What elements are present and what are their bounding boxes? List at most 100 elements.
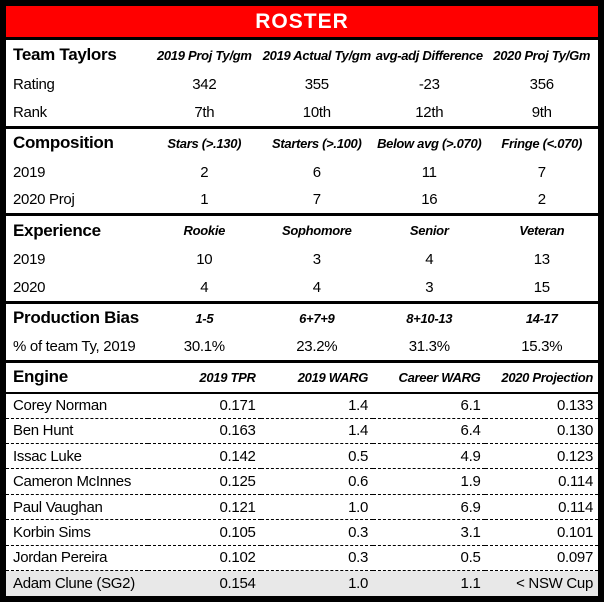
table-row: Adam Clune (SG2) 0.154 1.0 1.1 < NSW Cup xyxy=(6,570,598,596)
cell-value: 4 xyxy=(312,278,321,296)
column-header: 2019 TPR xyxy=(199,369,256,385)
cell-value: 342 xyxy=(192,76,217,94)
cell-value: 6.1 xyxy=(460,397,481,415)
table-row: 2020 4 4 3 15 xyxy=(6,274,598,302)
section-label: Production Bias xyxy=(13,308,139,328)
table-row: Rating 342 355 -23 356 xyxy=(6,70,598,98)
column-header: 2020 Projection xyxy=(501,369,593,385)
cell-value: 1.0 xyxy=(348,575,369,592)
column-header: 2019 Actual Ty/gm xyxy=(262,47,371,63)
table-row: % of team Ty, 2019 30.1% 23.2% 31.3% 15.3% xyxy=(6,333,598,361)
cell-value: 6.9 xyxy=(460,498,481,516)
cell-value: 0.3 xyxy=(348,549,369,567)
cell-value: 0.3 xyxy=(348,523,369,541)
cell-value: 0.130 xyxy=(556,422,593,440)
cell-value: < NSW Cup xyxy=(516,575,593,592)
cell-value: 13 xyxy=(533,251,550,269)
row-label: 2019 xyxy=(13,251,46,269)
column-header: 1-5 xyxy=(195,310,214,326)
roster-banner: ROSTER xyxy=(6,6,598,40)
row-label: % of team Ty, 2019 xyxy=(13,337,136,355)
cell-value: 0.114 xyxy=(558,498,593,516)
cell-value: 355 xyxy=(304,76,329,94)
table-row: 2019 2 6 11 7 xyxy=(6,158,598,186)
cell-value: 0.5 xyxy=(348,447,369,465)
column-header: 14-17 xyxy=(525,310,558,326)
row-label: Jordan Pereira xyxy=(13,549,108,567)
cell-value: 0.125 xyxy=(219,473,256,491)
row-label: Rank xyxy=(13,103,47,121)
cell-value: 0.5 xyxy=(460,549,481,567)
column-header: Stars (>.130) xyxy=(167,135,242,151)
cell-value: 0.097 xyxy=(556,549,593,567)
cell-value: 12th xyxy=(415,103,444,121)
column-header: Fringe (<.070) xyxy=(501,135,583,151)
column-header: 2020 Proj Ty/Gm xyxy=(493,47,591,63)
cell-value: 30.1% xyxy=(183,337,225,355)
cell-value: 0.133 xyxy=(556,397,593,415)
cell-value: 1.4 xyxy=(348,422,369,440)
column-header: Below avg (>.070) xyxy=(377,135,482,151)
cell-value: 0.154 xyxy=(219,575,256,592)
cell-value: 0.121 xyxy=(219,498,256,516)
column-header: Career WARG xyxy=(398,369,481,385)
table-row: Paul Vaughan 0.121 1.0 6.9 0.114 xyxy=(6,494,598,519)
cell-value: 10 xyxy=(196,251,213,269)
column-header: avg-adj Difference xyxy=(375,47,483,63)
table-row: Corey Norman 0.171 1.4 6.1 0.133 xyxy=(6,393,598,418)
column-header: Rookie xyxy=(183,223,226,239)
row-label: 2020 Proj xyxy=(13,191,75,209)
section-label: Composition xyxy=(13,133,114,153)
section-header-row: Production Bias 1-5 6+7+9 8+10-13 14-17 xyxy=(6,302,598,332)
cell-value: 0.142 xyxy=(219,447,256,465)
column-header: Senior xyxy=(409,223,449,239)
cell-value: 0.123 xyxy=(556,447,593,465)
cell-value: 1.0 xyxy=(348,498,369,516)
cell-value: -23 xyxy=(418,76,440,94)
cell-value: 16 xyxy=(421,191,438,209)
column-header: 2019 WARG xyxy=(297,369,369,385)
section-composition: Composition Stars (>.130) Starters (>.100)… xyxy=(6,127,598,214)
column-header: 2019 Proj Ty/gm xyxy=(156,47,252,63)
row-label: Corey Norman xyxy=(13,397,107,415)
section-header-row: Team Taylors 2019 Proj Ty/gm 2019 Actual T… xyxy=(6,40,598,70)
section-label: Experience xyxy=(13,220,101,240)
cell-value: 31.3% xyxy=(408,337,450,355)
cell-value: 1.9 xyxy=(460,473,481,491)
row-label: Korbin Sims xyxy=(13,523,91,541)
column-header: Starters (>.100) xyxy=(272,135,362,151)
cell-value: 1.4 xyxy=(348,397,369,415)
cell-value: 2 xyxy=(200,163,209,181)
section-team-taylors: Team Taylors 2019 Proj Ty/gm 2019 Actual T… xyxy=(6,40,598,127)
cell-value: 0.163 xyxy=(219,422,256,440)
cell-value: 4 xyxy=(200,278,209,296)
section-experience: Experience Rookie Sophomore Senior Veteran 20… xyxy=(6,214,598,302)
cell-value: 0.6 xyxy=(348,473,369,491)
section-header-row: Engine 2019 TPR 2019 WARG Career WARG 2020 P… xyxy=(6,361,598,393)
table-row: Korbin Sims 0.105 0.3 3.1 0.101 xyxy=(6,519,598,545)
table-row: 2020 Proj 1 7 16 2 xyxy=(6,186,598,214)
section-header-row: Composition Stars (>.130) Starters (>.100)… xyxy=(6,127,598,157)
row-label: 2019 xyxy=(13,163,46,181)
cell-value: 0.105 xyxy=(219,523,256,541)
column-header: 6+7+9 xyxy=(299,310,335,326)
row-label: Paul Vaughan xyxy=(13,498,103,516)
cell-value: 11 xyxy=(421,163,437,181)
cell-value: 1 xyxy=(200,191,209,209)
column-header: Sophomore xyxy=(282,223,352,239)
cell-value: 0.171 xyxy=(219,397,256,415)
section-header-row: Experience Rookie Sophomore Senior Veteran xyxy=(6,215,598,245)
table-row: Rank 7th 10th 12th 9th xyxy=(6,99,598,127)
cell-value: 7 xyxy=(537,163,546,181)
table-row: Jordan Pereira 0.102 0.3 0.5 0.097 xyxy=(6,545,598,570)
column-header: Veteran xyxy=(519,223,565,239)
cell-value: 1.1 xyxy=(460,575,481,592)
cell-value: 4 xyxy=(425,251,434,269)
cell-value: 0.101 xyxy=(556,523,593,541)
banner-title: ROSTER xyxy=(255,9,349,33)
cell-value: 7th xyxy=(194,103,215,121)
row-label: Rating xyxy=(13,76,55,94)
cell-value: 6.4 xyxy=(460,422,481,440)
cell-value: 0.102 xyxy=(219,549,256,567)
